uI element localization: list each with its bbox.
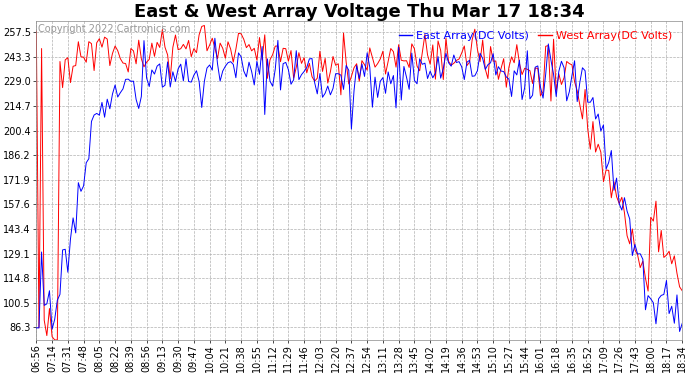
Title: East & West Array Voltage Thu Mar 17 18:34: East & West Array Voltage Thu Mar 17 18:… — [134, 3, 584, 21]
Text: Copyright 2022 Cartronics.com: Copyright 2022 Cartronics.com — [38, 24, 190, 34]
Legend: East Array(DC Volts), West Array(DC Volts): East Array(DC Volts), West Array(DC Volt… — [394, 27, 677, 45]
